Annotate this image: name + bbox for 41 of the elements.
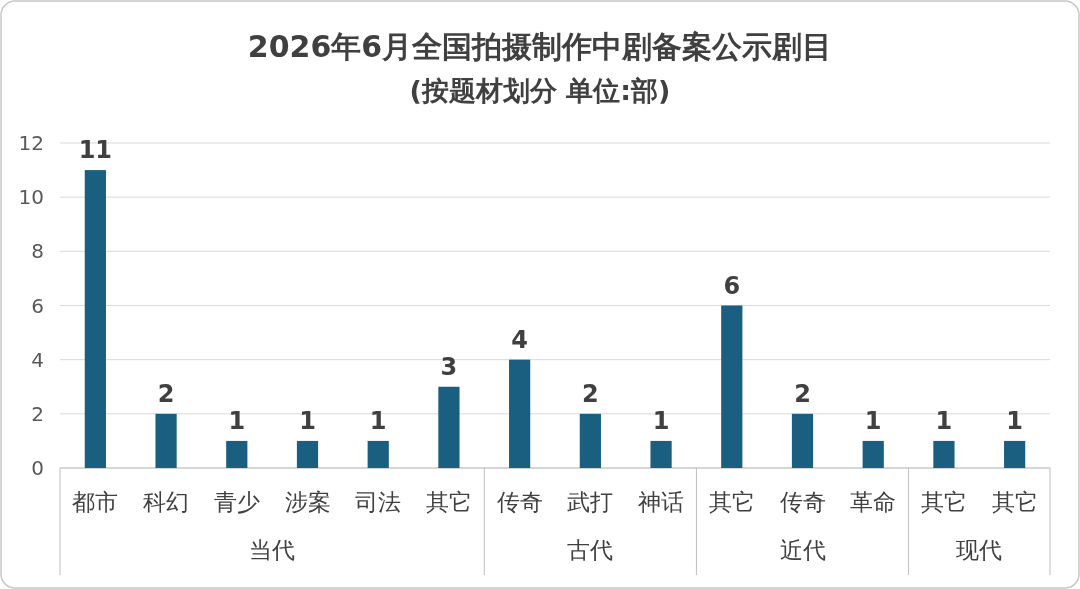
x-tick-label: 科幻 bbox=[143, 489, 190, 515]
data-label: 3 bbox=[440, 352, 458, 381]
y-tick-label: 10 bbox=[18, 185, 44, 210]
x-tick-label: 其它 bbox=[920, 489, 967, 515]
x-tick-label: 传奇 bbox=[779, 489, 826, 515]
x-tick-label: 都市 bbox=[72, 489, 119, 515]
text: 近代 bbox=[779, 537, 826, 563]
x-tick-label: 其它 bbox=[708, 489, 755, 515]
data-label: 6 bbox=[723, 271, 741, 300]
chart-title: 2026年6月全国拍摄制作中剧备案公示剧目 bbox=[247, 29, 833, 64]
x-tick-label: 其它 bbox=[991, 489, 1038, 515]
x-tick-label: 传奇 bbox=[496, 489, 543, 515]
data-label: 4 bbox=[511, 325, 528, 354]
data-label: 11 bbox=[78, 136, 113, 165]
y-tick-label: 6 bbox=[31, 293, 44, 318]
data-label: 1 bbox=[299, 406, 316, 435]
y-tick-label: 12 bbox=[18, 131, 44, 155]
x-tick-label: 神话 bbox=[638, 489, 685, 515]
x-tick-label: 涉案 bbox=[284, 489, 331, 515]
x-tick-label: 司法 bbox=[355, 489, 402, 515]
data-label: 2 bbox=[582, 379, 599, 408]
y-tick-label: 4 bbox=[31, 347, 44, 372]
x-tick-label: 武打 bbox=[567, 489, 614, 515]
x-tick-label: 青少 bbox=[213, 489, 260, 515]
x-tick-label: 其它 bbox=[425, 489, 472, 515]
data-label: 1 bbox=[864, 406, 882, 435]
y-tick-label: 2 bbox=[31, 401, 44, 426]
data-label: 2 bbox=[157, 379, 175, 408]
data-label: 1 bbox=[1006, 406, 1023, 435]
data-label: 1 bbox=[228, 406, 246, 435]
x-tick-label: 革命 bbox=[850, 489, 897, 515]
data-label: 1 bbox=[652, 406, 670, 435]
data-label: 1 bbox=[369, 406, 387, 435]
text: 当代 bbox=[249, 537, 296, 563]
y-tick-label: 8 bbox=[31, 239, 44, 264]
data-label: 2 bbox=[794, 379, 811, 408]
y-tick-label: 0 bbox=[31, 456, 44, 480]
text: 古代 bbox=[567, 537, 614, 563]
data-label: 1 bbox=[935, 406, 953, 435]
chart-subtitle: (按题材划分 单位:部) bbox=[409, 75, 671, 106]
text: 现代 bbox=[956, 537, 1003, 563]
